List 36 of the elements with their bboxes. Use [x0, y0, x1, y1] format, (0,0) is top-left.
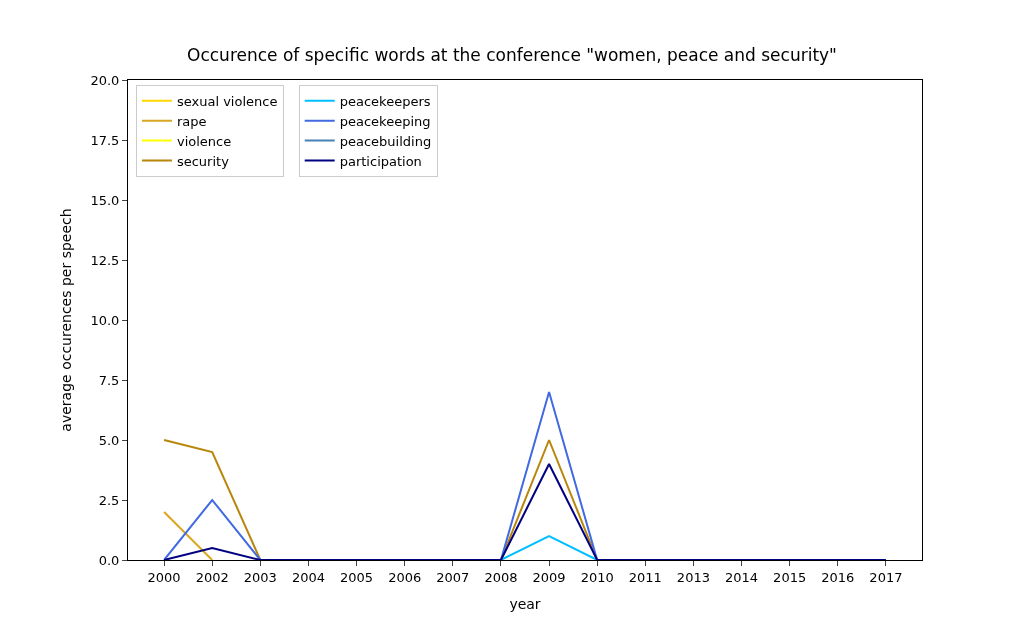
- legend-label: violence: [176, 133, 232, 149]
- y-tick-label: 20.0: [90, 72, 120, 88]
- y-tick-label: 5.0: [98, 432, 120, 448]
- y-tick-label: 10.0: [90, 312, 120, 328]
- x-tick-label: 2004: [291, 569, 325, 585]
- x-tick-label: 2008: [484, 569, 518, 585]
- y-tick-label: 0.0: [98, 552, 120, 568]
- x-tick-label: 2003: [243, 569, 277, 585]
- x-tick-label: 2015: [773, 569, 807, 585]
- x-tick-label: 2010: [580, 569, 614, 585]
- x-axis-title: year: [509, 595, 541, 612]
- x-tick-label: 2016: [821, 569, 855, 585]
- legend-label: security: [176, 153, 230, 169]
- x-tick-label: 2009: [532, 569, 566, 585]
- x-tick-label: 2011: [628, 569, 662, 585]
- chart-title: Occurence of specific words at the conference "women, peace and security": [187, 44, 837, 65]
- y-tick-label: 17.5: [90, 132, 120, 148]
- legend-label: peacebuilding: [339, 133, 432, 149]
- y-tick-label: 12.5: [90, 252, 120, 268]
- legend-label: sexual violence: [176, 93, 278, 109]
- x-tick-label: 2013: [676, 569, 710, 585]
- x-tick-label: 2006: [388, 569, 422, 585]
- legend-label: rape: [176, 113, 207, 129]
- legend-label: peacekeepers: [339, 93, 431, 109]
- x-tick-label: 2005: [340, 569, 374, 585]
- x-tick-label: 2000: [147, 569, 181, 585]
- y-tick-label: 15.0: [90, 192, 120, 208]
- legend-label: peacekeeping: [339, 113, 431, 129]
- x-tick-label: 2017: [869, 569, 903, 585]
- legend-label: participation: [339, 153, 422, 169]
- y-tick-label: 2.5: [98, 492, 120, 508]
- x-tick-label: 2002: [195, 569, 229, 585]
- x-tick-label: 2014: [725, 569, 759, 585]
- y-axis-title: average occurences per speech: [58, 208, 75, 432]
- x-tick-label: 2007: [436, 569, 470, 585]
- y-tick-label: 7.5: [98, 372, 120, 388]
